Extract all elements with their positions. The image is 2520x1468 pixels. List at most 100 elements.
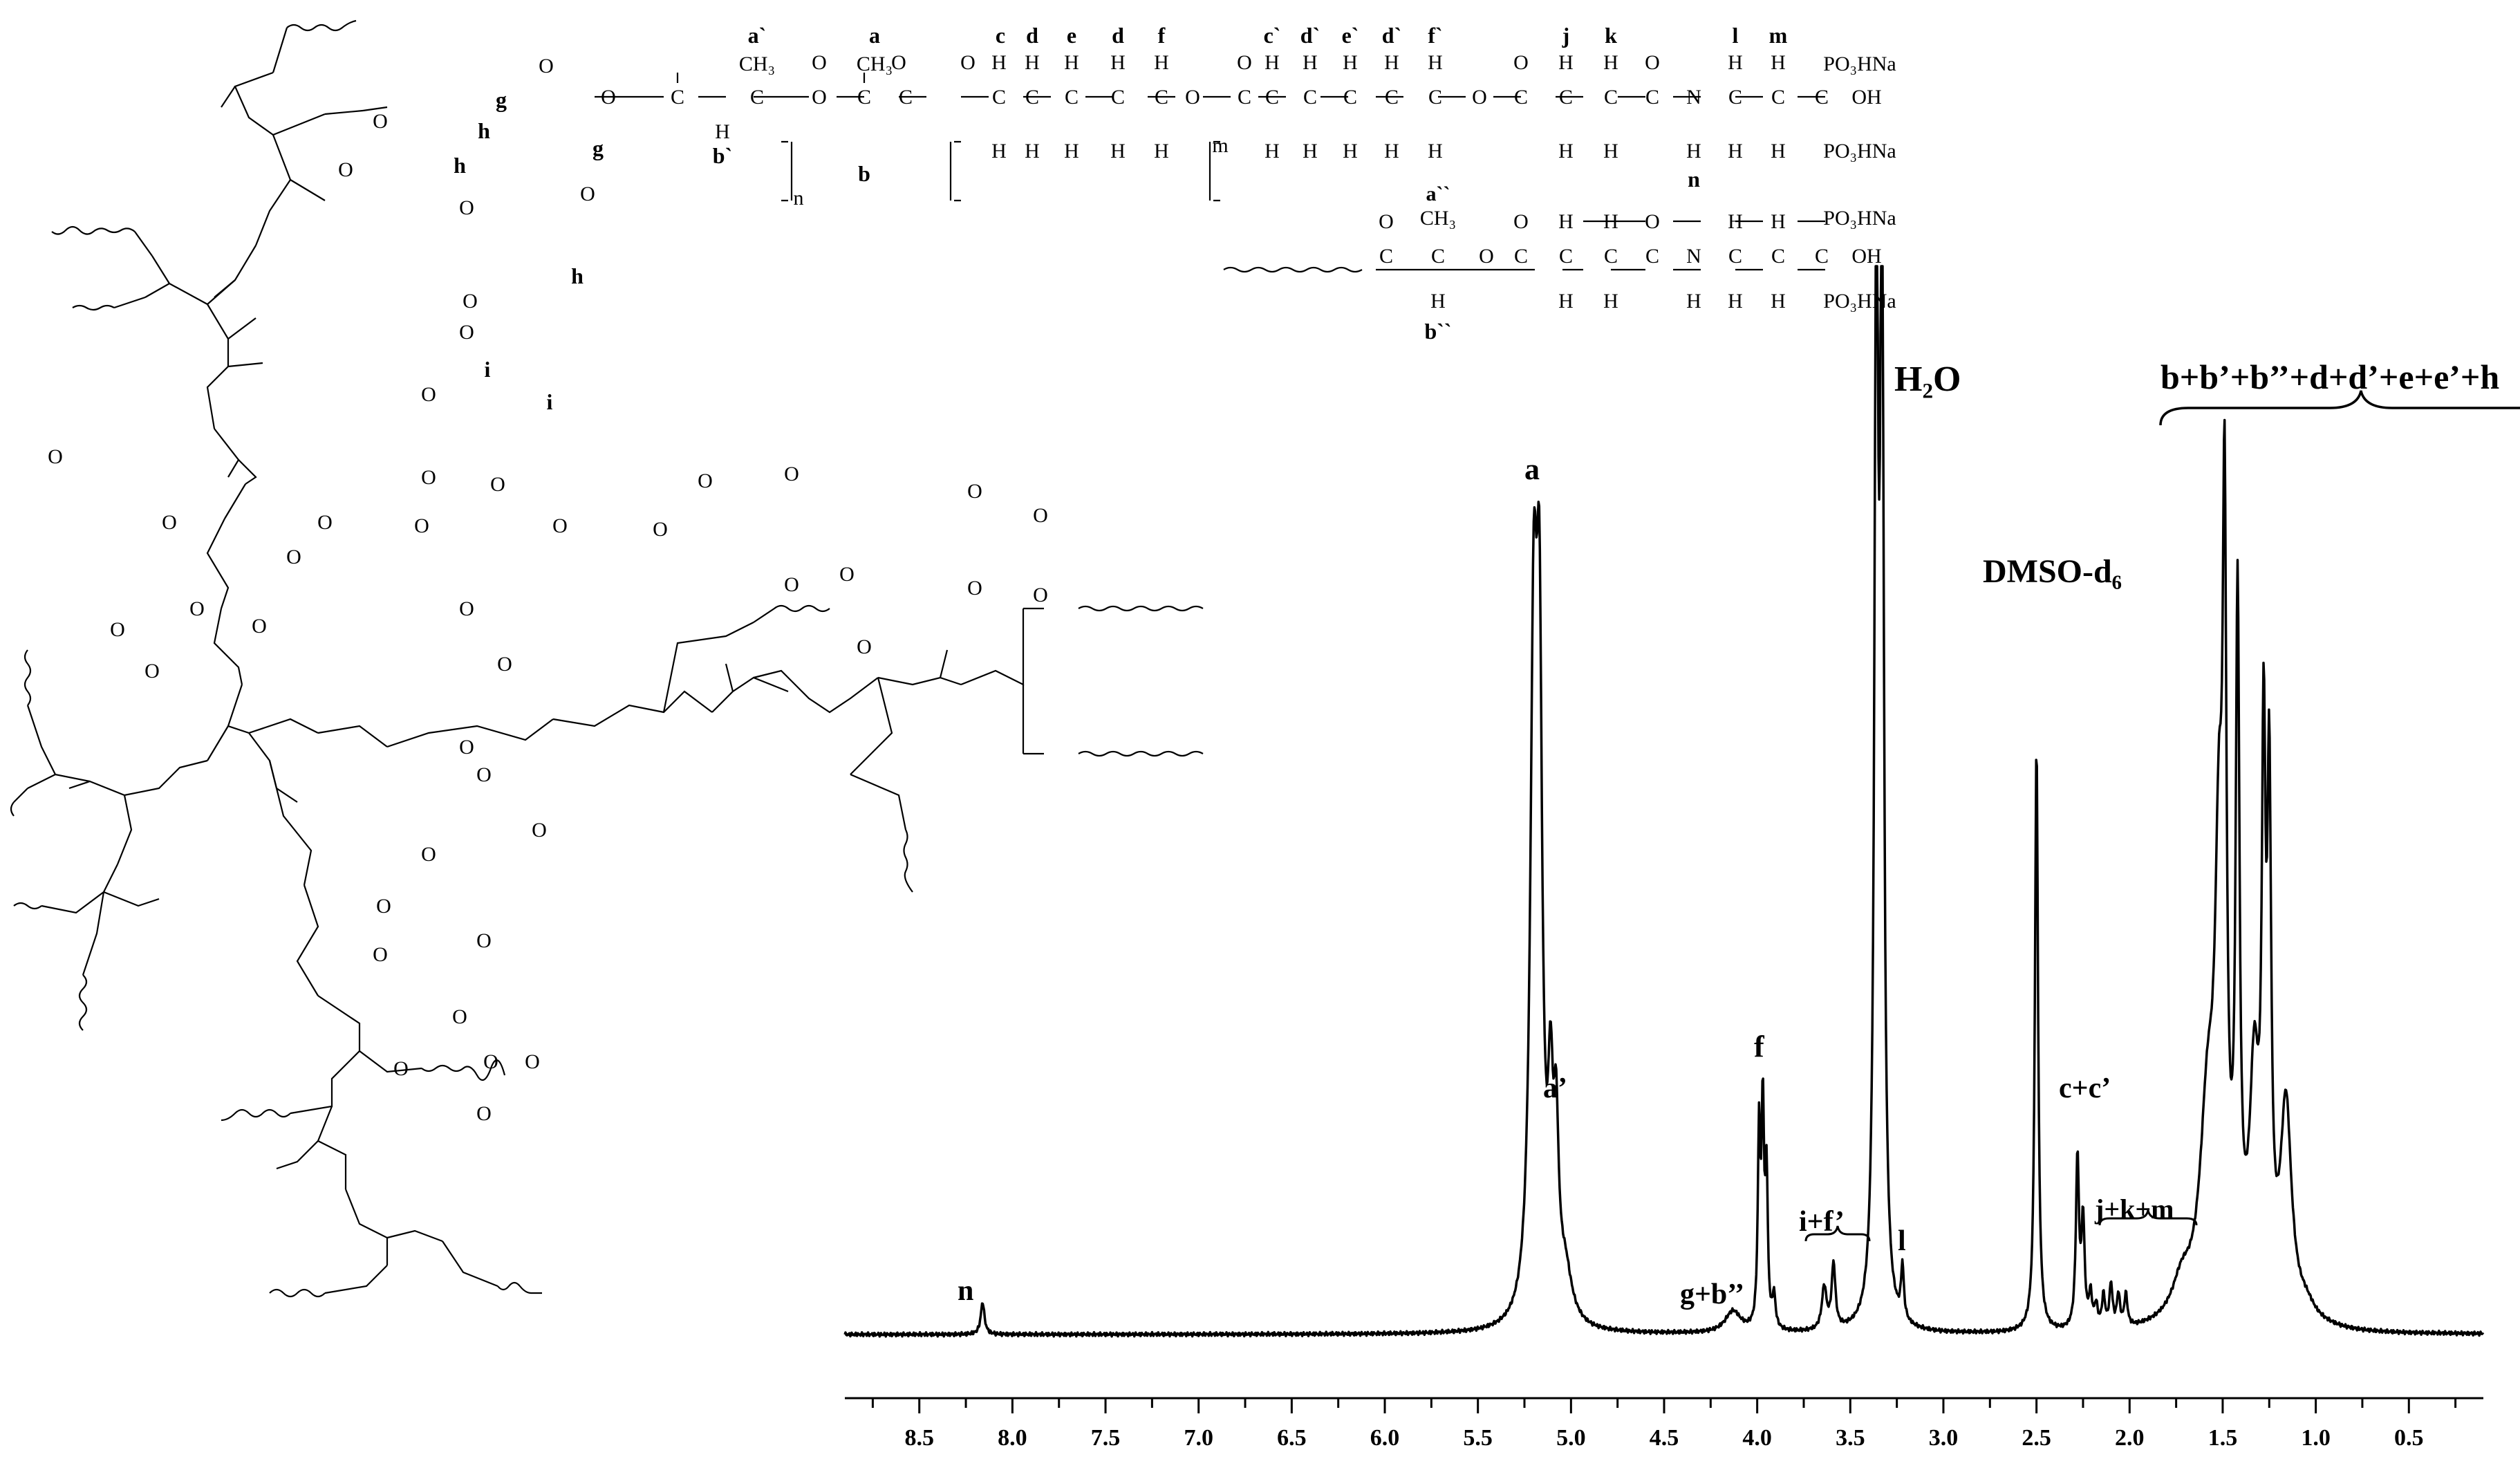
oxygen-label: O [476, 1102, 492, 1125]
hydrogen-label: H [1603, 210, 1618, 233]
hydrogen-label: H [1154, 51, 1169, 74]
hydrogen-label: H [715, 120, 730, 143]
carbon-label: C [1604, 245, 1618, 268]
hydrogen-label: H [1558, 51, 1574, 74]
hydrogen-label: H [1110, 140, 1126, 162]
peak-label-j-k-m: j+k+m [2094, 1193, 2174, 1225]
carbon-label: C [1815, 86, 1829, 109]
oxygen-label: O [162, 511, 177, 534]
oxygen-label: O [459, 196, 474, 219]
hydrogen-label: H [1430, 290, 1446, 313]
oxygen-label: O [1033, 504, 1048, 527]
hydrogen-label: H [1771, 140, 1786, 162]
phosphonate-label: PO₃HNa [1823, 207, 1896, 230]
oxygen-label: O [483, 1050, 498, 1073]
peak-label-c-c: c+c’ [2059, 1072, 2111, 1104]
hydrogen-label: H [1686, 140, 1701, 162]
hydrogen-label: H [1728, 290, 1743, 313]
carbon-label: C [899, 86, 913, 109]
hydroxyl-label: OH [1851, 245, 1881, 268]
oxygen-label: O [1645, 210, 1660, 233]
hydrogen-label: H [1428, 140, 1443, 162]
proton-label: k [1605, 23, 1617, 48]
hydrogen-label: H [1303, 140, 1318, 162]
x-tick-label: 2.0 [2115, 1425, 2145, 1451]
hydrogen-label: H [1343, 140, 1358, 162]
carbon-label: C [1431, 245, 1445, 268]
oxygen-label: O [967, 577, 982, 600]
oxygen-label: O [110, 618, 125, 641]
repeat-label: n [794, 187, 804, 210]
carbon-label: C [992, 86, 1006, 109]
hydrogen-label: H [1064, 140, 1079, 162]
oxygen-label: O [1513, 210, 1529, 233]
oxygen-label: O [532, 819, 547, 842]
hydrogen-label: H [1110, 51, 1126, 74]
oxygen-label: O [476, 929, 492, 952]
phosphonate-label: PO₃HNa [1823, 53, 1896, 75]
proton-label: c [996, 23, 1005, 48]
carbon-label: C [1379, 245, 1393, 268]
peak-label-f: f [1754, 1030, 1765, 1063]
hydrogen-label: H [1558, 290, 1574, 313]
oxygen-label: O [1033, 584, 1048, 606]
proton-label: l [1733, 23, 1739, 48]
hydrogen-label: H [1558, 140, 1574, 162]
oxygen-label: O [414, 514, 429, 537]
carbon-label: C [1514, 86, 1528, 109]
hydrogen-label: H [991, 140, 1007, 162]
carbon-label: C [1771, 245, 1785, 268]
x-tick-label: 6.5 [1277, 1425, 1307, 1451]
peak-label-i-f: i+f’ [1799, 1206, 1845, 1238]
proton-label: d` [1300, 23, 1320, 48]
x-tick-label: 1.0 [2301, 1425, 2331, 1451]
peak-label-a-prime: a’ [1543, 1072, 1567, 1104]
proton-label: g [496, 87, 507, 112]
oxygen-label: O [601, 86, 616, 109]
hydrogen-label: H [991, 51, 1007, 74]
hydrogen-label: H [1384, 140, 1399, 162]
oxygen-label: O [812, 51, 827, 74]
hydrogen-label: H [1428, 51, 1443, 74]
x-tick-label: 2.5 [2022, 1425, 2051, 1451]
x-tick-label: 3.5 [1836, 1425, 1865, 1451]
carbon-label: C [1238, 86, 1251, 109]
oxygen-label: O [286, 546, 301, 568]
proton-label: f` [1428, 23, 1442, 48]
proton-label: b` [713, 143, 732, 168]
x-tick-label: 6.0 [1370, 1425, 1400, 1451]
oxygen-label: O [317, 511, 333, 534]
oxygen-label: O [653, 518, 668, 541]
carbon-label: C [857, 86, 871, 109]
hydrogen-label: H [1025, 51, 1040, 74]
oxygen-label: O [393, 1057, 409, 1080]
oxygen-label: O [463, 290, 478, 313]
oxygen-label: O [421, 383, 436, 406]
x-axis: 8.5 8.0 7.5 7.0 6.5 6.0 5.5 5.0 4.5 4.0 3.5 3.0 2.5 2… [845, 1397, 2483, 1451]
carbon-label: C [1604, 86, 1618, 109]
oxygen-label: O [784, 463, 799, 485]
phosphonate-label: PO₃HNa [1823, 140, 1896, 162]
oxygen-label: O [1379, 210, 1394, 233]
bracket-b-group [2159, 390, 2520, 426]
hydrogen-label: H [1686, 290, 1701, 313]
oxygen-label: O [476, 763, 492, 786]
x-axis-ticks [871, 1398, 2457, 1413]
peak-label-g-b: g+b’’ [1680, 1279, 1744, 1310]
oxygen-label: O [373, 110, 388, 133]
oxygen-label: O [1513, 51, 1529, 74]
carbon-label: C [1155, 86, 1168, 109]
x-tick-label: 7.0 [1184, 1425, 1213, 1451]
methyl-label: CH₃ [857, 53, 893, 75]
oxygen-label: O [459, 597, 474, 620]
proton-label: e [1067, 23, 1076, 48]
oxygen-label: O [1645, 51, 1660, 74]
proton-label: b`` [1424, 319, 1451, 344]
proton-label: n [1688, 167, 1700, 192]
oxygen-label: O [376, 895, 391, 918]
oxygen-label: O [497, 653, 512, 676]
dendrimer-core-bonds [10, 19, 1204, 1298]
x-tick-label: 3.0 [1929, 1425, 1959, 1451]
chemical-structure [10, 19, 1825, 1298]
hydroxyl-label: OH [1851, 86, 1881, 109]
